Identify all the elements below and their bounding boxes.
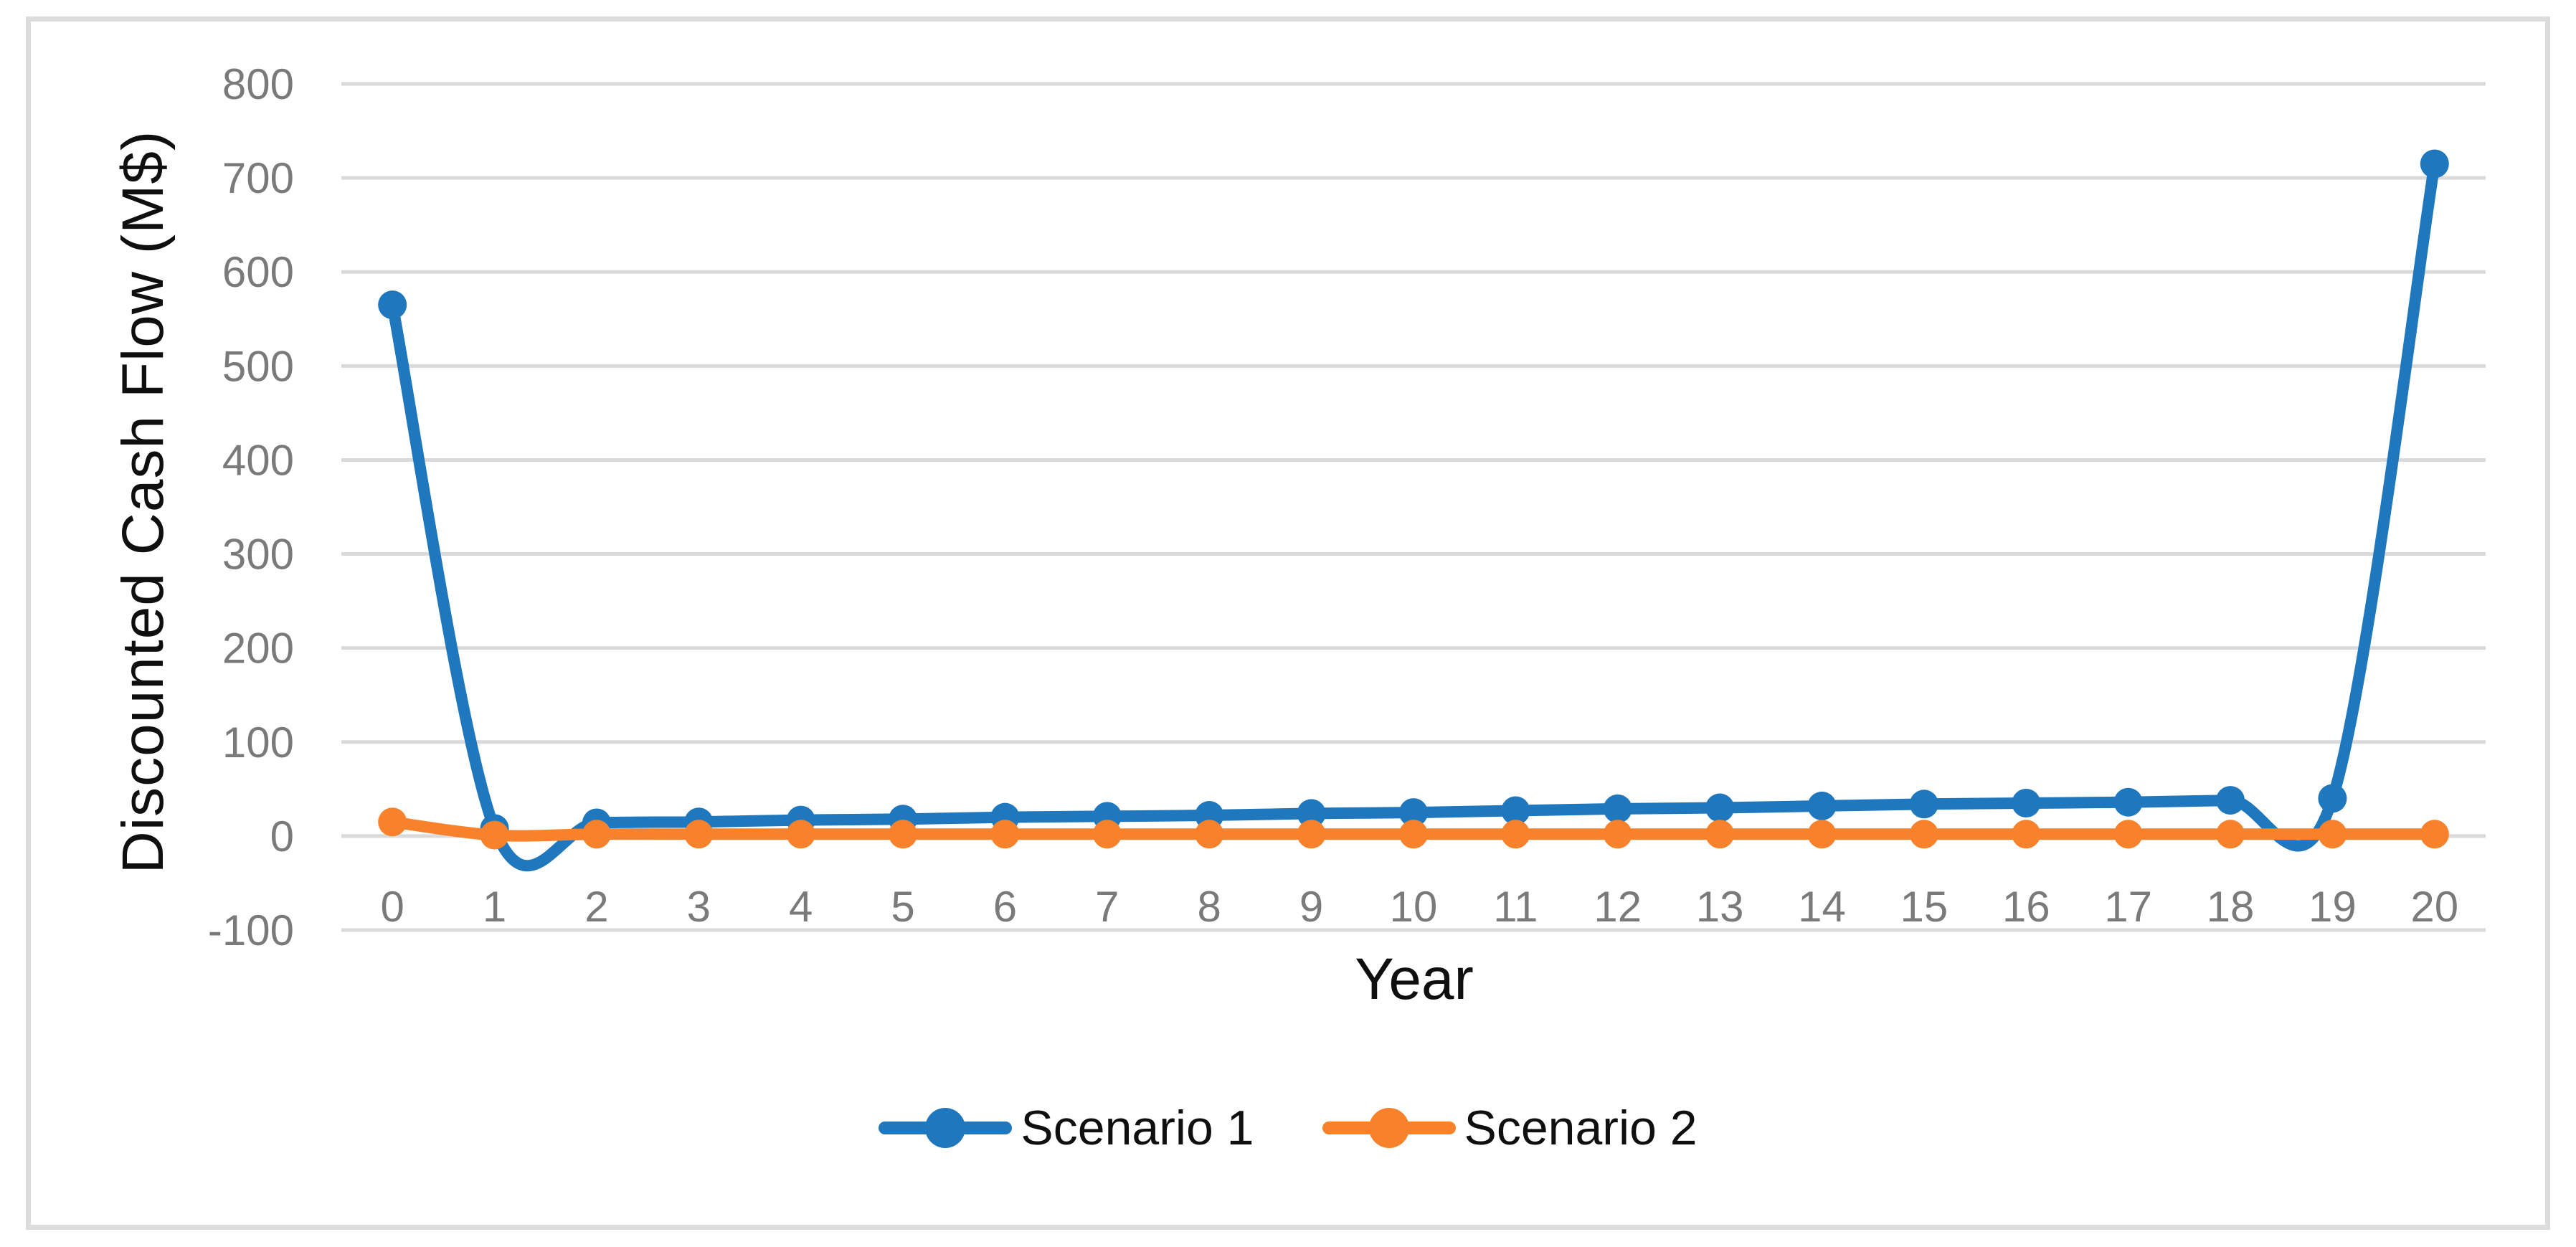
data-point-scenario-1 (2012, 789, 2041, 817)
x-tick-label: 19 (2309, 883, 2357, 931)
x-tick-label: 11 (1493, 883, 1538, 931)
y-tick-label: 800 (222, 60, 294, 108)
data-point-scenario-2 (2420, 820, 2449, 849)
legend: Scenario 1 Scenario 2 (0, 1096, 2576, 1160)
y-tick-label: 300 (222, 531, 294, 579)
x-tick-label: 4 (789, 883, 813, 931)
data-point-scenario-1 (1399, 798, 1428, 828)
series-line-scenario-1 (387, 158, 2440, 872)
data-point-scenario-2 (1297, 820, 1326, 849)
x-tick-label: 9 (1299, 883, 1323, 931)
data-point-scenario-1 (1297, 799, 1326, 828)
figure-border (26, 16, 2550, 1230)
data-point-scenario-1 (2216, 786, 2245, 815)
y-tick-label: 100 (222, 719, 294, 767)
data-point-scenario-2 (1501, 820, 1530, 849)
data-point-scenario-1 (1909, 790, 1938, 819)
y-tick-label: 600 (222, 248, 294, 296)
y-tick-label: 0 (270, 812, 294, 860)
data-point-scenario-2 (1092, 820, 1122, 849)
legend-dot-scenario-1 (925, 1108, 966, 1148)
x-tick-label: 13 (1696, 883, 1744, 931)
x-tick-label: 18 (2207, 883, 2255, 931)
data-point-scenario-2 (990, 820, 1020, 849)
x-tick-label: 2 (584, 883, 608, 931)
x-tick-label: 12 (1594, 883, 1642, 931)
data-point-scenario-2 (2318, 820, 2347, 849)
y-tick-label: 500 (222, 342, 294, 390)
x-tick-label: 17 (2104, 883, 2152, 931)
data-point-scenario-2 (1807, 820, 1837, 849)
data-point-scenario-1 (1705, 793, 1735, 822)
data-point-scenario-2 (2216, 820, 2245, 849)
legend-item-scenario-2: Scenario 2 (1322, 1100, 1697, 1156)
data-point-scenario-1 (2113, 787, 2143, 817)
y-tick-label: -100 (208, 906, 294, 954)
data-point-scenario-2 (1195, 820, 1224, 849)
data-point-scenario-2 (889, 820, 918, 849)
legend-item-scenario-1: Scenario 1 (879, 1100, 1254, 1156)
data-point-scenario-2 (786, 820, 815, 849)
x-tick-label: 1 (483, 883, 506, 931)
data-point-scenario-2 (378, 807, 407, 837)
data-point-scenario-1 (1603, 794, 1632, 823)
data-point-scenario-2 (1603, 820, 1632, 849)
data-point-scenario-2 (2113, 820, 2143, 849)
data-point-scenario-2 (1909, 820, 1938, 849)
data-point-scenario-1 (2318, 784, 2347, 813)
legend-dot-scenario-2 (1368, 1108, 1409, 1148)
data-point-scenario-2 (480, 820, 509, 850)
x-tick-label: 3 (687, 883, 711, 931)
x-tick-label: 5 (891, 883, 914, 931)
data-point-scenario-1 (2420, 149, 2449, 179)
x-tick-label: 15 (1900, 883, 1948, 931)
x-tick-label: 14 (1798, 883, 1846, 931)
legend-label-scenario-1: Scenario 1 (1021, 1101, 1254, 1155)
legend-label-scenario-2: Scenario 2 (1464, 1101, 1697, 1155)
x-tick-label: 16 (2002, 883, 2050, 931)
y-axis-title: Discounted Cash Flow (M$) (110, 130, 176, 874)
data-point-scenario-1 (1807, 791, 1837, 820)
x-tick-label: 6 (993, 883, 1017, 931)
x-tick-label: 7 (1095, 883, 1119, 931)
data-point-scenario-1 (378, 290, 407, 320)
data-point-scenario-1 (1501, 796, 1530, 825)
y-tick-label: 200 (222, 625, 294, 673)
y-tick-label: 400 (222, 436, 294, 484)
data-point-scenario-2 (1399, 820, 1428, 849)
x-tick-label: 10 (1390, 883, 1438, 931)
data-point-scenario-2 (2012, 820, 2041, 849)
data-point-scenario-2 (582, 820, 611, 849)
data-point-scenario-2 (1705, 820, 1735, 849)
legend-line-marker-scenario-2-icon (1322, 1105, 1456, 1151)
x-tick-label: 8 (1198, 883, 1221, 931)
y-tick-label: 700 (222, 154, 294, 202)
x-axis-title: Year (1355, 947, 1474, 1012)
legend-line-marker-scenario-1-icon (879, 1105, 1013, 1151)
x-tick-label: 0 (381, 883, 404, 931)
x-tick-label: 20 (2410, 883, 2458, 931)
data-point-scenario-2 (684, 820, 714, 849)
